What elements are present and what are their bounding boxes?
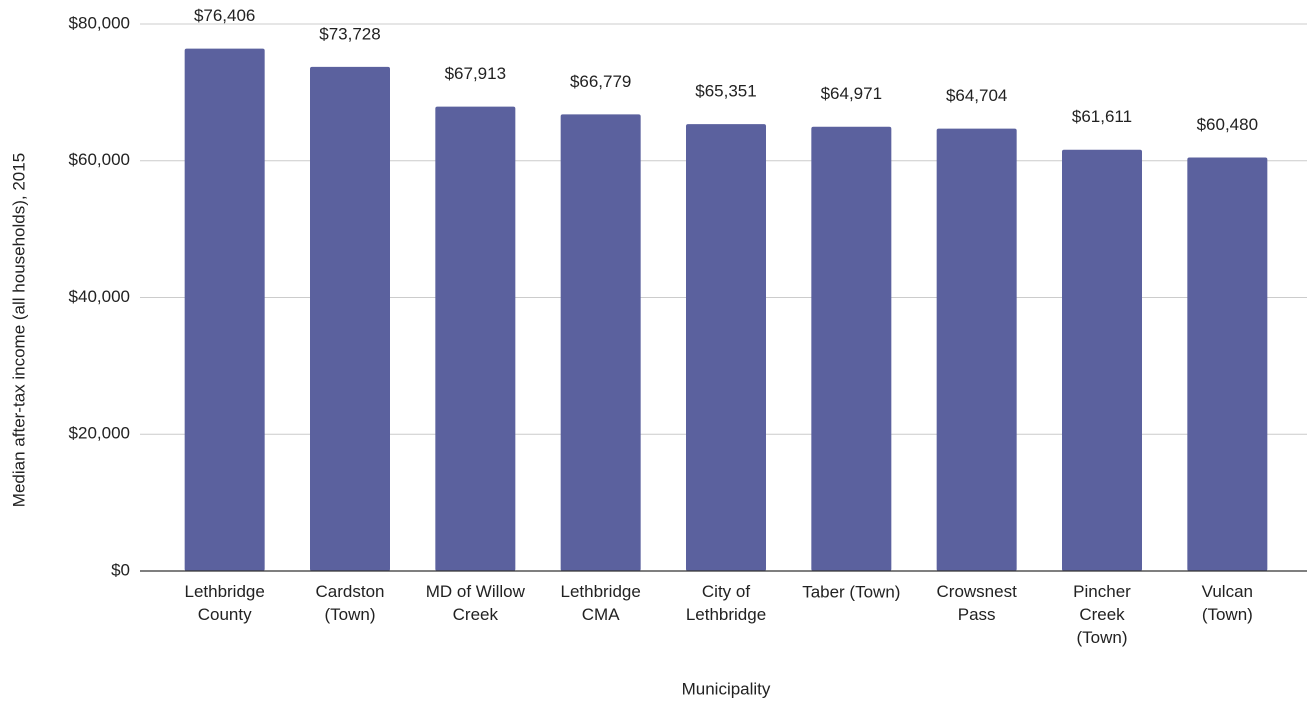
value-label: $66,779 — [570, 72, 631, 91]
bar — [686, 124, 766, 571]
x-tick-label: Vulcan (Town) — [1202, 582, 1253, 624]
x-tick-label: Taber (Town) — [802, 582, 900, 601]
value-label: $67,913 — [445, 64, 506, 83]
y-tick-label: $40,000 — [69, 287, 130, 306]
y-tick-label: $80,000 — [69, 13, 130, 32]
bar — [310, 66, 390, 572]
value-label: $60,480 — [1197, 115, 1258, 134]
bar — [560, 114, 641, 571]
bar — [811, 126, 892, 571]
value-label: $65,351 — [695, 82, 756, 101]
value-label: $64,971 — [821, 84, 882, 103]
x-tick-label: Cardston (Town) — [316, 582, 385, 624]
value-label: $64,704 — [946, 86, 1007, 105]
bar — [435, 106, 516, 571]
y-tick-label: $60,000 — [69, 150, 130, 169]
x-tick-label: Crowsnest Pass — [937, 582, 1018, 624]
bar — [184, 48, 265, 571]
value-label: $61,611 — [1072, 107, 1132, 126]
x-tick-label: Pincher Creek (Town) — [1073, 582, 1131, 647]
bar — [936, 128, 1017, 571]
x-tick-label: Lethbridge County — [184, 582, 264, 624]
x-tick-label: City of Lethbridge — [686, 582, 766, 624]
bar — [1062, 149, 1142, 571]
y-tick-label: $20,000 — [69, 424, 130, 443]
value-label: $73,728 — [319, 24, 380, 43]
value-label: $76,406 — [194, 6, 255, 25]
x-tick-label: MD of Willow Creek — [426, 582, 526, 624]
x-tick-label: Lethbridge CMA — [560, 582, 640, 624]
y-axis-title: Median after-tax income (all households)… — [9, 153, 28, 507]
bar — [1187, 157, 1268, 571]
y-tick-label: $0 — [111, 560, 130, 579]
x-axis-title: Municipality — [682, 679, 771, 698]
